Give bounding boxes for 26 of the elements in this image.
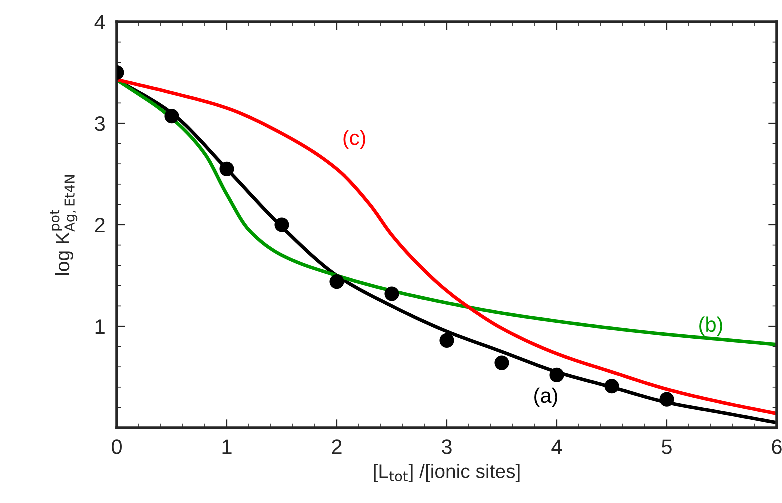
point (604, 379, 620, 394)
point (164, 109, 180, 124)
x-tick-label: 2 (332, 440, 342, 454)
series-label: (b) (700, 316, 722, 336)
y-axis-title: log K$^{pot}$$_{Ag,Et4N}$ (50, 176, 78, 276)
point (384, 286, 400, 302)
point (440, 333, 454, 348)
series-label: (a) (534, 388, 558, 408)
point (274, 218, 290, 232)
y-tick-label: 4 (94, 15, 106, 30)
point (494, 356, 510, 370)
x-tick-label: 0 (112, 440, 122, 454)
x-tick-label: 1 (222, 440, 232, 454)
x-tick-label: 4 (552, 440, 562, 454)
point (220, 162, 234, 176)
x-tick-label: 5 (662, 440, 672, 454)
point (660, 392, 674, 407)
y-tick-label: 3 (95, 116, 105, 132)
point (330, 274, 344, 290)
y-tick-label: 1 (96, 320, 105, 334)
x-tick-label: 6 (772, 440, 782, 454)
x-tick-label: 3 (442, 440, 452, 454)
x-axis-title: [L$_{tot}$] /[ionic sites] (374, 464, 520, 482)
y-tick-label: 2 (95, 218, 105, 233)
series-label: (c) (344, 130, 366, 150)
point (550, 368, 564, 383)
